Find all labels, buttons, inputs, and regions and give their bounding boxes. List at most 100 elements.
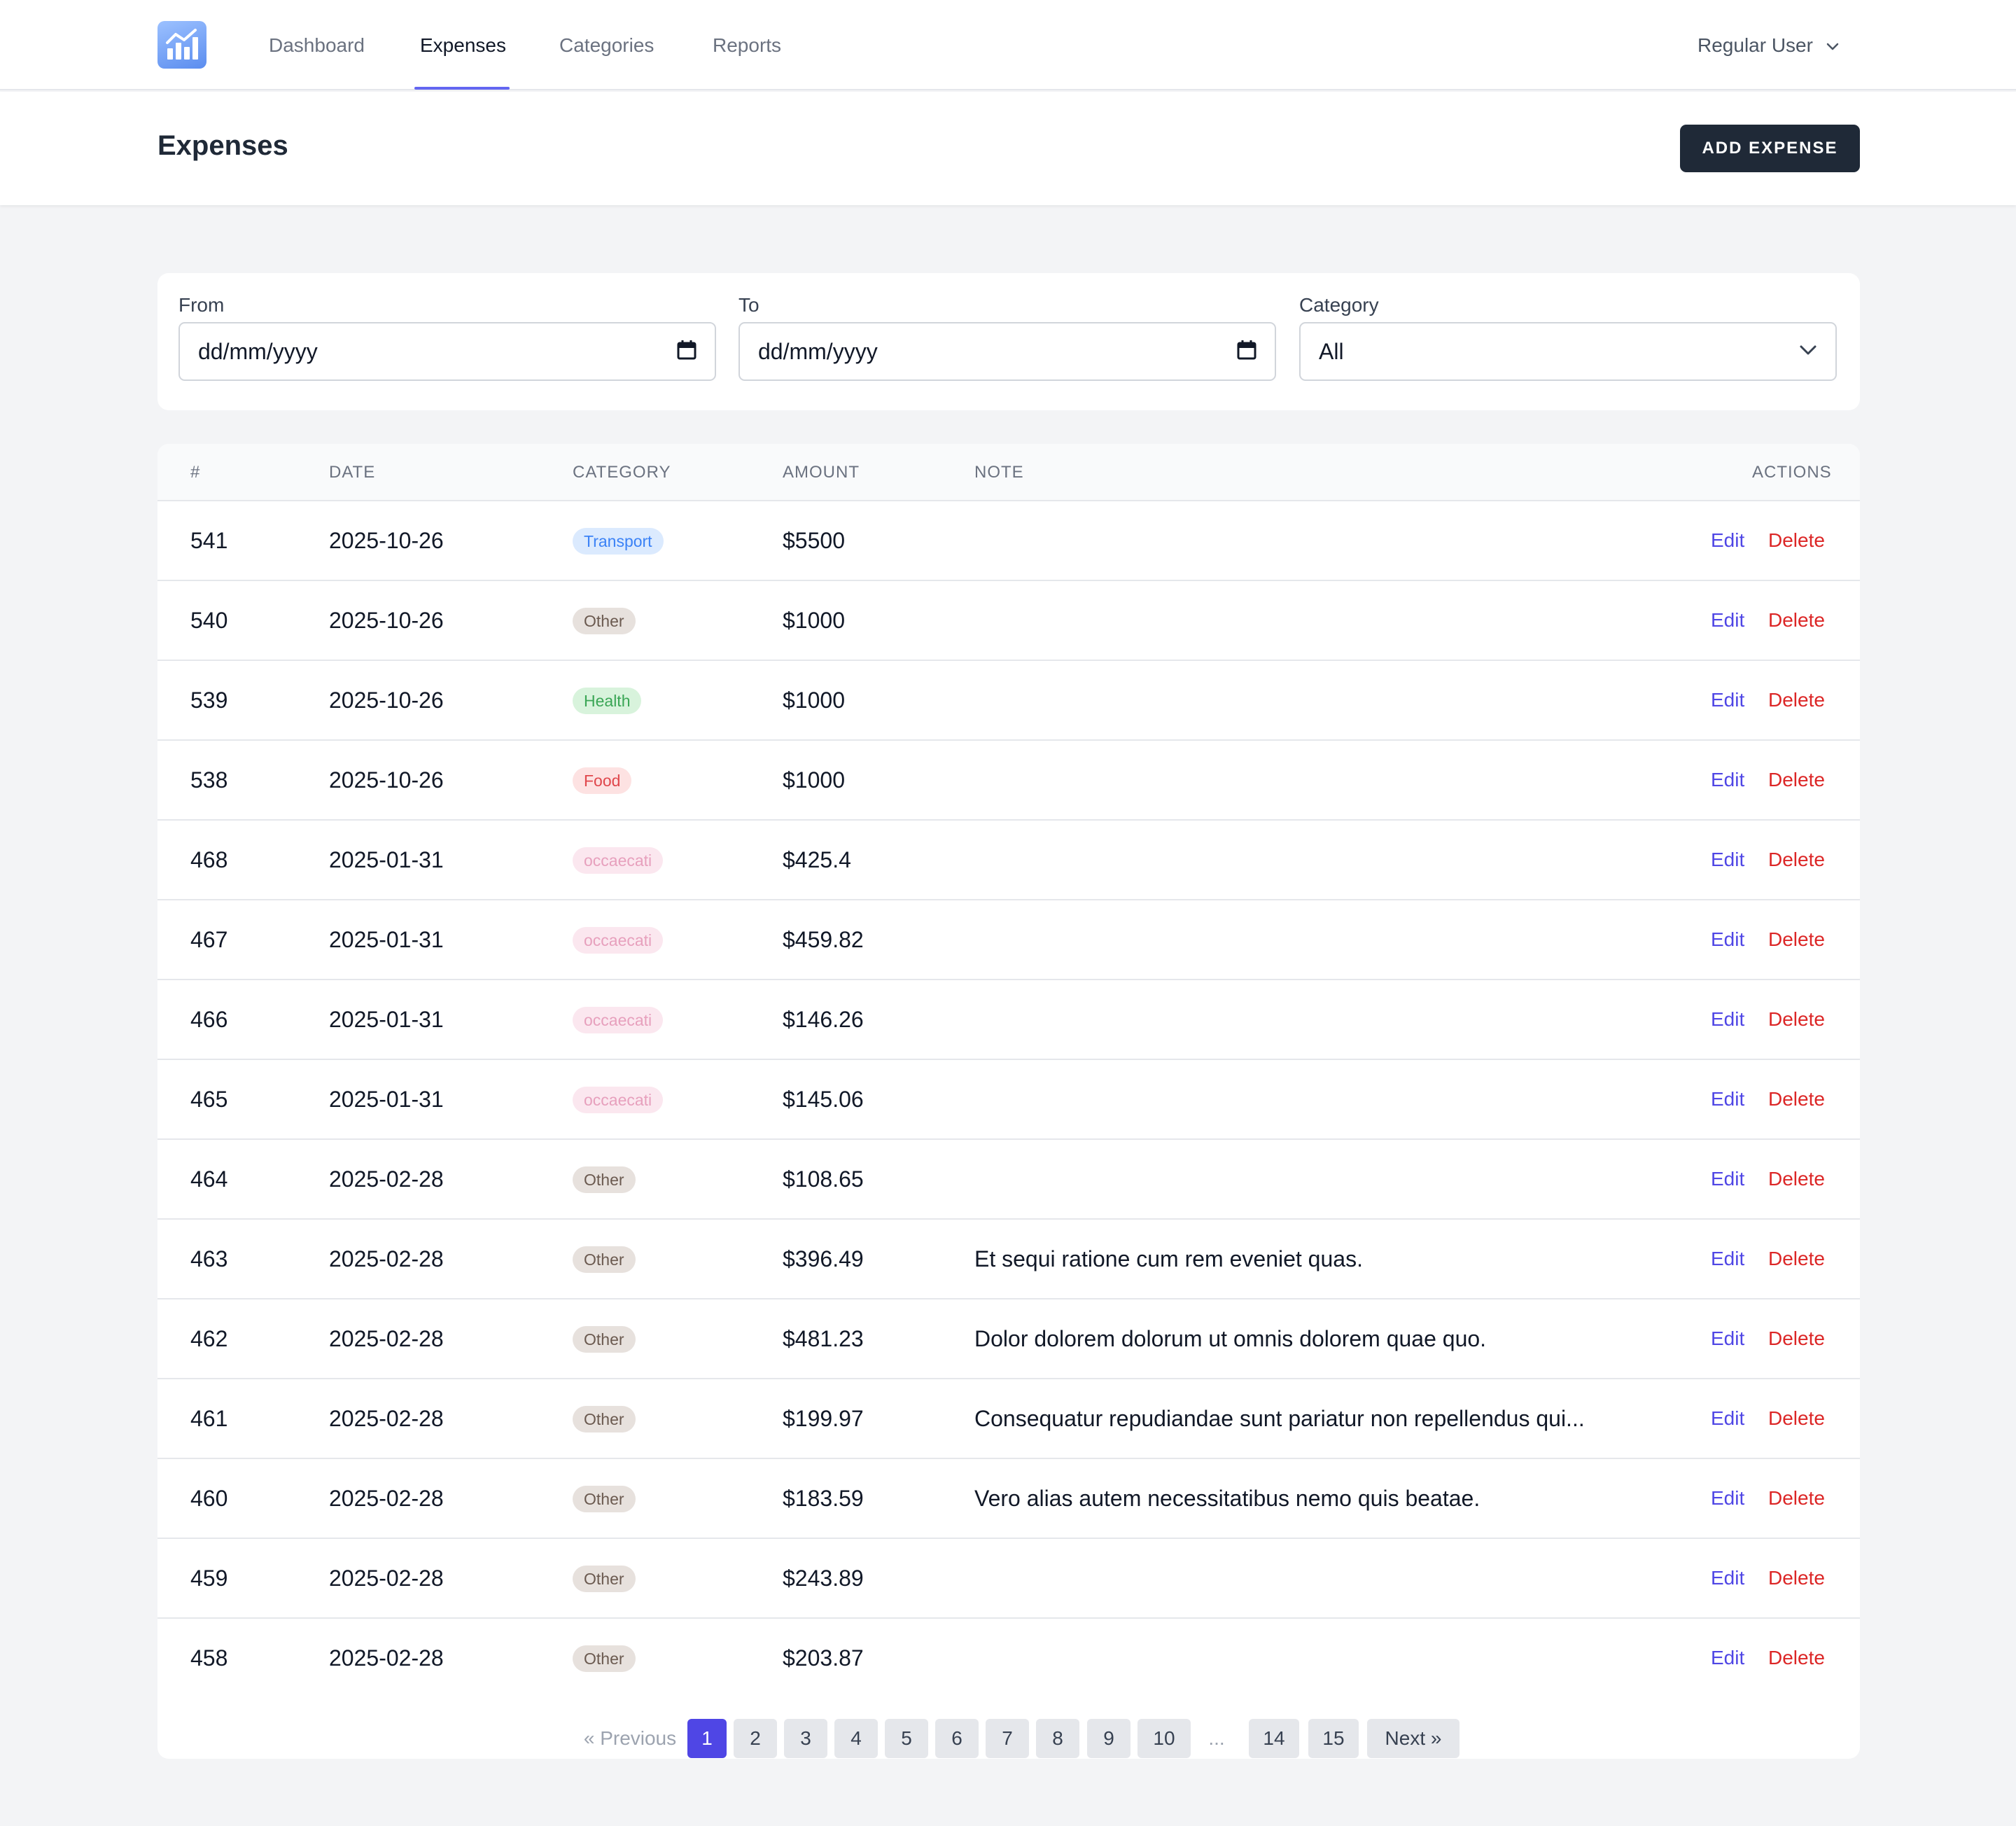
cell-amount: $1000 (783, 767, 845, 793)
cell-amount: $145.06 (783, 1087, 864, 1112)
delete-button[interactable]: Delete (1768, 1647, 1825, 1668)
cell-amount: $1000 (783, 688, 845, 713)
chevron-down-icon (1826, 34, 1840, 57)
edit-button[interactable]: Edit (1711, 769, 1745, 790)
edit-button[interactable]: Edit (1711, 849, 1745, 870)
table-row: 541 2025-10-26 Transport $5500 Edit Delete (158, 501, 1860, 581)
cell-id: 540 (190, 608, 228, 633)
page-header: Expenses ADD EXPENSE (0, 92, 2016, 205)
category-badge: occaecati (573, 1087, 664, 1113)
table-row: 538 2025-10-26 Food $1000 Edit Delete (158, 741, 1860, 821)
category-select[interactable]: All (1299, 322, 1837, 381)
cell-note (974, 1539, 1590, 1617)
delete-button[interactable]: Delete (1768, 1567, 1825, 1589)
edit-button[interactable]: Edit (1711, 1088, 1745, 1110)
category-badge: Transport (573, 528, 664, 555)
cell-id: 461 (190, 1406, 228, 1431)
calendar-icon[interactable] (1237, 340, 1256, 364)
user-menu[interactable]: Regular User (1698, 0, 1840, 90)
edit-button[interactable]: Edit (1711, 928, 1745, 950)
from-date-input[interactable]: dd/mm/yyyy (178, 322, 716, 381)
edit-button[interactable]: Edit (1711, 1487, 1745, 1509)
category-badge: Food (573, 767, 632, 794)
cell-id: 459 (190, 1566, 228, 1591)
to-date-input[interactable]: dd/mm/yyyy (738, 322, 1276, 381)
table-header: # DATE CATEGORY AMOUNT NOTE ACTIONS (158, 444, 1860, 501)
delete-button[interactable]: Delete (1768, 1487, 1825, 1509)
nav-expenses[interactable]: Expenses (420, 34, 506, 56)
nav-reports[interactable]: Reports (713, 34, 782, 56)
pagination-page[interactable]: 4 (834, 1719, 878, 1758)
delete-button[interactable]: Delete (1768, 609, 1825, 631)
pagination-page[interactable]: 8 (1036, 1719, 1079, 1758)
cell-id: 466 (190, 1007, 228, 1032)
table-row: 462 2025-02-28 Other $481.23 Dolor dolorem d… (158, 1299, 1860, 1379)
cell-amount: $199.97 (783, 1406, 864, 1431)
pagination-page[interactable]: 15 (1308, 1719, 1359, 1758)
cell-note (974, 581, 1590, 660)
pagination-next[interactable]: Next » (1367, 1719, 1460, 1758)
app-logo-icon[interactable] (158, 21, 206, 69)
cell-amount: $108.65 (783, 1166, 864, 1192)
active-tab-indicator (414, 87, 510, 90)
pagination-page[interactable]: 9 (1087, 1719, 1130, 1758)
delete-button[interactable]: Delete (1768, 1248, 1825, 1269)
cell-date: 2025-01-31 (329, 1087, 444, 1112)
delete-button[interactable]: Delete (1768, 849, 1825, 870)
delete-button[interactable]: Delete (1768, 689, 1825, 711)
delete-button[interactable]: Delete (1768, 1008, 1825, 1030)
cell-id: 462 (190, 1326, 228, 1351)
to-date-value: dd/mm/yyyy (758, 338, 878, 364)
user-name: Regular User (1698, 34, 1813, 56)
edit-button[interactable]: Edit (1711, 1248, 1745, 1269)
delete-button[interactable]: Delete (1768, 1168, 1825, 1190)
pagination-page[interactable]: 14 (1249, 1719, 1299, 1758)
edit-button[interactable]: Edit (1711, 529, 1745, 551)
calendar-icon[interactable] (677, 340, 696, 364)
cell-note (974, 1140, 1590, 1218)
table-row: 459 2025-02-28 Other $243.89 Edit Delete (158, 1539, 1860, 1619)
pagination-page[interactable]: 1 (687, 1719, 727, 1758)
nav-dashboard[interactable]: Dashboard (269, 34, 365, 56)
nav-categories[interactable]: Categories (559, 34, 654, 56)
delete-button[interactable]: Delete (1768, 769, 1825, 790)
edit-button[interactable]: Edit (1711, 1407, 1745, 1429)
delete-button[interactable]: Delete (1768, 1088, 1825, 1110)
add-expense-button[interactable]: ADD EXPENSE (1680, 125, 1860, 172)
top-navbar: Dashboard Expenses Categories Reports Re… (0, 0, 2016, 90)
edit-button[interactable]: Edit (1711, 1327, 1745, 1349)
cell-date: 2025-01-31 (329, 1007, 444, 1032)
pagination-page[interactable]: 5 (885, 1719, 928, 1758)
pagination-page[interactable]: 3 (784, 1719, 827, 1758)
cell-amount: $183.59 (783, 1486, 864, 1511)
edit-button[interactable]: Edit (1711, 1168, 1745, 1190)
delete-button[interactable]: Delete (1768, 1327, 1825, 1349)
delete-button[interactable]: Delete (1768, 928, 1825, 950)
cell-id: 458 (190, 1645, 228, 1671)
pagination-page[interactable]: 6 (935, 1719, 979, 1758)
category-badge: Other (573, 1166, 636, 1193)
edit-button[interactable]: Edit (1711, 1647, 1745, 1668)
edit-button[interactable]: Edit (1711, 1567, 1745, 1589)
cell-note (974, 661, 1590, 739)
category-badge: Other (573, 1246, 636, 1273)
edit-button[interactable]: Edit (1711, 689, 1745, 711)
cell-note: Et sequi ratione cum rem eveniet quas. (974, 1246, 1363, 1271)
cell-note: Dolor dolorem dolorum ut omnis dolorem q… (974, 1326, 1487, 1351)
edit-button[interactable]: Edit (1711, 609, 1745, 631)
category-badge: Other (573, 1486, 636, 1512)
delete-button[interactable]: Delete (1768, 1407, 1825, 1429)
edit-button[interactable]: Edit (1711, 1008, 1745, 1030)
filter-panel: From dd/mm/yyyy To dd/mm/yyyy Category A… (158, 273, 1860, 410)
cell-amount: $5500 (783, 528, 845, 553)
to-filter: To dd/mm/yyyy (738, 294, 1276, 381)
table-row: 467 2025-01-31 occaecati $459.82 Edit Delete (158, 900, 1860, 980)
category-badge: Other (573, 1326, 636, 1353)
pagination-previous[interactable]: « Previous (583, 1727, 677, 1749)
cell-date: 2025-02-28 (329, 1566, 444, 1591)
pagination-page[interactable]: 2 (734, 1719, 777, 1758)
pagination-page[interactable]: 10 (1138, 1719, 1191, 1758)
delete-button[interactable]: Delete (1768, 529, 1825, 551)
pagination-page[interactable]: 7 (986, 1719, 1029, 1758)
cell-date: 2025-02-28 (329, 1166, 444, 1192)
